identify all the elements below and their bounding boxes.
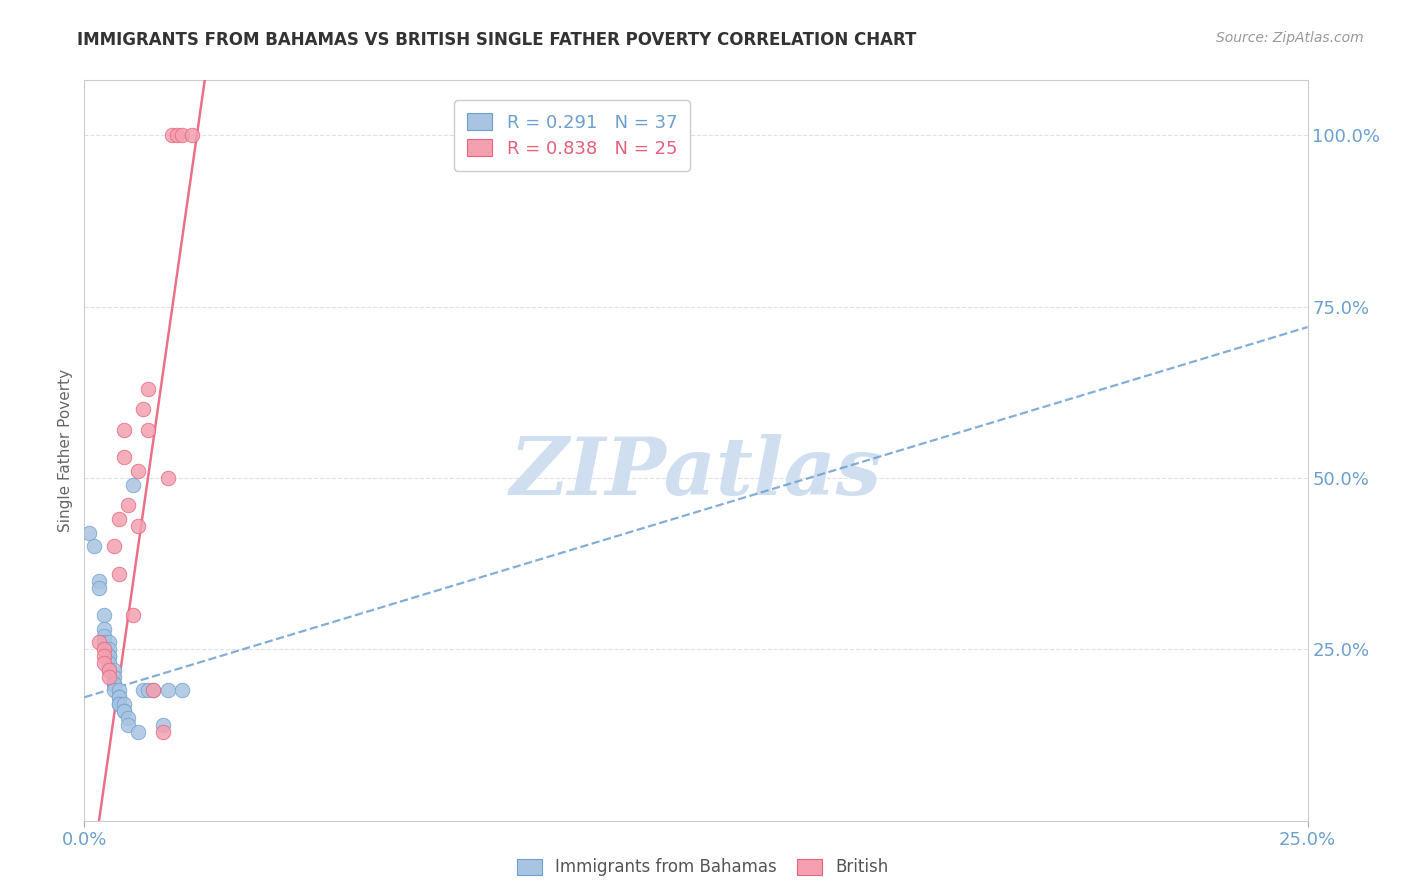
Point: [107, 690, 129, 705]
Point: [152, 717, 174, 731]
Point: [112, 450, 135, 465]
Point: [103, 663, 125, 677]
Point: [162, 128, 184, 142]
Point: [107, 697, 129, 711]
Point: [127, 519, 149, 533]
Point: [117, 717, 139, 731]
Text: Source: ZipAtlas.com: Source: ZipAtlas.com: [1216, 31, 1364, 45]
Legend: R = 0.291   N = 37, R = 0.838   N = 25: R = 0.291 N = 37, R = 0.838 N = 25: [454, 101, 690, 170]
Point: [87, 635, 110, 649]
Point: [132, 683, 155, 698]
Point: [107, 683, 129, 698]
Point: [97, 635, 120, 649]
Text: ZIPatlas: ZIPatlas: [510, 434, 882, 511]
Point: [107, 690, 129, 705]
Point: [93, 649, 115, 664]
Point: [93, 656, 115, 670]
Point: [103, 670, 125, 684]
Point: [156, 683, 179, 698]
Point: [97, 649, 120, 664]
Point: [103, 676, 125, 690]
Legend: Immigrants from Bahamas, British: Immigrants from Bahamas, British: [510, 852, 896, 883]
Point: [122, 607, 145, 622]
Point: [142, 683, 165, 698]
Point: [93, 628, 115, 642]
Point: [117, 498, 139, 512]
Point: [142, 683, 165, 698]
Point: [97, 649, 120, 664]
Point: [93, 622, 115, 636]
Point: [93, 635, 115, 649]
Point: [166, 128, 188, 142]
Point: [127, 724, 149, 739]
Point: [132, 402, 155, 417]
Point: [87, 574, 110, 588]
Point: [136, 382, 159, 396]
Point: [107, 566, 129, 581]
Point: [172, 683, 194, 698]
Y-axis label: Single Father Poverty: Single Father Poverty: [58, 369, 73, 532]
Point: [181, 128, 204, 142]
Point: [117, 711, 139, 725]
Point: [97, 670, 120, 684]
Point: [97, 663, 120, 677]
Point: [136, 683, 159, 698]
Point: [93, 607, 115, 622]
Point: [152, 724, 174, 739]
Point: [127, 464, 149, 478]
Point: [136, 423, 159, 437]
Point: [83, 540, 105, 554]
Point: [156, 471, 179, 485]
Point: [97, 642, 120, 657]
Point: [97, 663, 120, 677]
Point: [87, 581, 110, 595]
Point: [112, 704, 135, 718]
Point: [103, 683, 125, 698]
Point: [172, 128, 194, 142]
Point: [107, 512, 129, 526]
Point: [112, 697, 135, 711]
Text: IMMIGRANTS FROM BAHAMAS VS BRITISH SINGLE FATHER POVERTY CORRELATION CHART: IMMIGRANTS FROM BAHAMAS VS BRITISH SINGL…: [77, 31, 917, 49]
Point: [107, 697, 129, 711]
Point: [122, 477, 145, 491]
Point: [112, 423, 135, 437]
Point: [93, 642, 115, 657]
Point: [103, 540, 125, 554]
Point: [97, 656, 120, 670]
Point: [103, 676, 125, 690]
Point: [77, 525, 100, 540]
Point: [112, 704, 135, 718]
